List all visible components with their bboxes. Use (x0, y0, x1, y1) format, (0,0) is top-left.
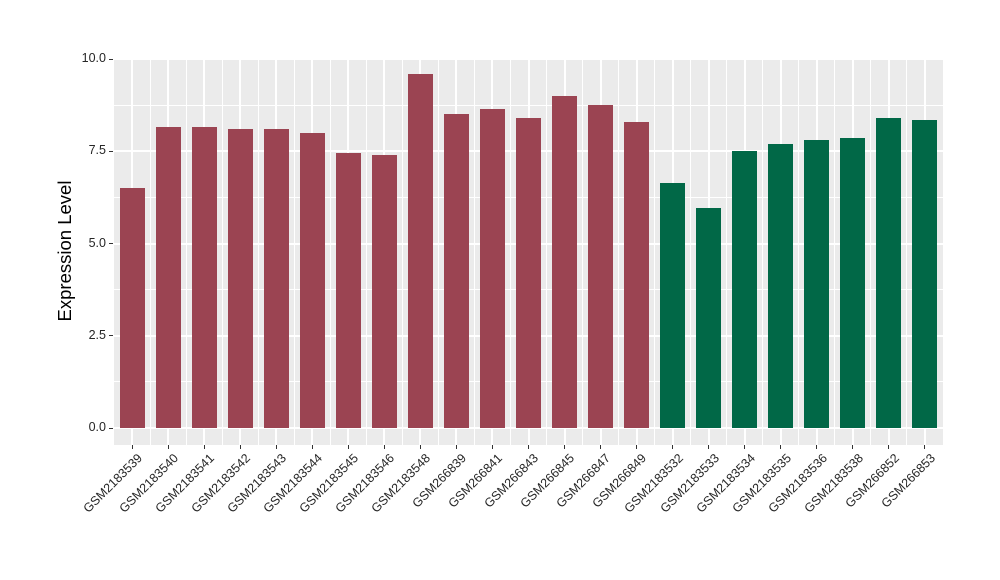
bar-GSM2183545 (335, 153, 361, 428)
y-tick-label: 5.0 (88, 235, 106, 250)
gridline-vertical-minor (221, 59, 223, 445)
x-tick-mark (131, 445, 133, 449)
x-tick-mark (311, 445, 313, 449)
x-tick-mark (564, 445, 566, 449)
x-tick-mark (203, 445, 205, 449)
x-tick-mark (888, 445, 890, 449)
x-tick-mark (636, 445, 638, 449)
y-axis-title: Expression Level (54, 180, 75, 322)
bar-GSM2183539 (119, 188, 145, 428)
y-tick-mark (109, 335, 113, 337)
bar-GSM2183538 (840, 138, 866, 428)
bar-GSM266849 (624, 121, 650, 428)
y-tick-label: 0.0 (88, 420, 106, 434)
gridline-vertical-minor (509, 59, 511, 445)
bar-GSM2183546 (371, 154, 397, 428)
bar-GSM2183541 (191, 127, 217, 428)
gridline-vertical-minor (906, 59, 908, 445)
bar-GSM266843 (516, 118, 541, 428)
x-tick-mark (600, 445, 602, 449)
gridline-vertical-minor (762, 59, 764, 445)
x-tick-mark (708, 445, 710, 449)
x-tick-mark (852, 445, 854, 449)
bar-GSM266845 (552, 95, 578, 428)
y-tick-label: 7.5 (88, 143, 106, 158)
x-tick-mark (239, 445, 241, 449)
gridline-vertical-minor (726, 59, 728, 445)
gridline-vertical-minor (365, 59, 367, 445)
y-tick-mark (109, 427, 113, 429)
y-tick-label: 2.5 (88, 327, 106, 342)
gridline-vertical-minor (690, 59, 692, 445)
bar-GSM266839 (443, 114, 469, 428)
gridline-vertical-minor (834, 59, 836, 445)
x-tick-mark (672, 445, 674, 449)
bar-GSM2183543 (263, 129, 289, 428)
y-tick-label: 10.0 (81, 51, 106, 65)
gridline-vertical-minor (546, 59, 548, 445)
bar-GSM2183548 (407, 73, 433, 428)
gridline-vertical-minor (257, 59, 259, 445)
bar-GSM266841 (479, 108, 505, 428)
x-tick-mark (528, 445, 529, 449)
x-tick-mark (383, 445, 385, 449)
gridline-vertical-minor (437, 59, 439, 445)
gridline-horizontal-major (114, 59, 943, 60)
y-tick-mark (109, 58, 113, 60)
bar-GSM2183535 (768, 143, 794, 428)
gridline-horizontal-minor (114, 104, 943, 106)
x-tick-mark (924, 445, 926, 449)
gridline-vertical-minor (329, 59, 331, 445)
x-tick-mark (491, 445, 493, 449)
x-tick-mark (419, 445, 421, 449)
gridline-vertical-minor (185, 59, 187, 445)
gridline-vertical-minor (473, 59, 475, 445)
bar-GSM2183544 (299, 132, 325, 428)
y-tick-mark (109, 243, 113, 244)
plot-panel (114, 59, 943, 445)
gridline-vertical-minor (149, 59, 151, 445)
x-tick-mark (455, 445, 457, 449)
x-tick-mark (816, 445, 818, 449)
gridline-vertical-minor (618, 59, 620, 445)
bar-GSM266853 (912, 119, 938, 428)
gridline-vertical-minor (654, 59, 656, 445)
gridline-horizontal-major (114, 427, 943, 429)
bar-GSM2183534 (732, 151, 758, 428)
gridline-vertical-minor (293, 59, 295, 445)
y-tick-mark (109, 150, 113, 152)
gridline-vertical-minor (798, 59, 800, 445)
x-tick-mark (275, 445, 277, 449)
gridline-vertical-minor (870, 59, 872, 445)
bar-GSM2183540 (155, 127, 181, 428)
bar-GSM2183532 (660, 182, 686, 428)
x-tick-mark (744, 445, 746, 449)
bar-GSM2183536 (804, 140, 830, 428)
gridline-vertical-minor (401, 59, 403, 445)
bar-GSM2183533 (696, 208, 722, 428)
bar-GSM2183542 (227, 129, 253, 428)
x-tick-mark (347, 445, 349, 449)
x-tick-mark (167, 445, 169, 449)
bar-GSM266847 (588, 105, 614, 428)
bar-GSM266852 (876, 118, 902, 428)
x-tick-mark (780, 445, 782, 449)
gridline-vertical-minor (582, 59, 584, 445)
